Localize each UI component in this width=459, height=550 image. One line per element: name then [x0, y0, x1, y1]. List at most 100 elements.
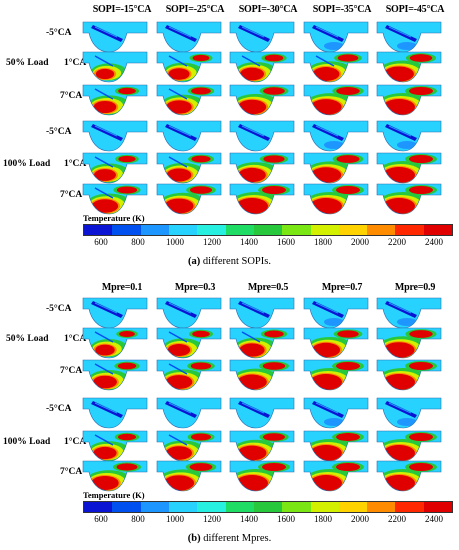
legend-swatch	[112, 502, 141, 512]
legend-swatch	[253, 502, 283, 512]
contour-panel	[376, 460, 442, 492]
legend-swatch	[310, 225, 339, 235]
contour-panel	[82, 84, 148, 116]
contour-panel	[376, 51, 442, 83]
row-label-time: 7°CA	[60, 91, 83, 101]
caption-text: different SOPIs.	[200, 256, 271, 267]
contour-panel	[229, 183, 295, 215]
contour-panel	[82, 51, 148, 83]
contour-panel	[82, 359, 148, 391]
legend-swatch	[367, 225, 396, 235]
legend-swatch	[84, 225, 113, 235]
legend-tick-label: 2200	[388, 514, 406, 524]
legend-swatch	[140, 502, 169, 512]
legend-tick-label: 1600	[277, 514, 295, 524]
legend-swatch	[367, 502, 396, 512]
column-header: SOPI=-25°CA	[165, 4, 225, 15]
contour-panel	[82, 297, 148, 329]
column-headers: SOPI=-15°CA SOPI=-25°CA SOPI=-30°CA SOPI…	[0, 4, 459, 20]
column-headers: Mpre=0.1 Mpre=0.3 Mpre=0.5 Mpre=0.7 Mpre…	[0, 282, 459, 298]
legend-swatch	[310, 502, 339, 512]
legend-tick-label: 1400	[240, 514, 258, 524]
row-label-load: 50% Load	[6, 58, 49, 68]
legend-tick-label: 600	[94, 237, 108, 247]
contour-panel	[303, 183, 369, 215]
color-bar	[83, 501, 453, 513]
legend-swatch	[225, 502, 254, 512]
legend-swatch	[282, 502, 311, 512]
contour-panel	[82, 327, 148, 359]
contour-panel	[229, 51, 295, 83]
legend-tick-label: 2200	[388, 237, 406, 247]
row-label-time: 1°CA	[64, 159, 87, 169]
contour-panel	[229, 359, 295, 391]
row-label-time: -5°CA	[46, 304, 72, 314]
legend-tick-label: 2000	[351, 514, 369, 524]
row-label-load: 100% Load	[3, 159, 51, 169]
contour-panel	[303, 397, 369, 429]
legend-tick-label: 1000	[166, 514, 184, 524]
legend-tick-label: 2400	[425, 514, 443, 524]
contour-panel	[82, 430, 148, 462]
contour-panel	[376, 297, 442, 329]
legend-swatch	[197, 225, 226, 235]
legend-tick-label: 1200	[203, 514, 221, 524]
contour-panel	[303, 120, 369, 152]
row-label-load: 100% Load	[3, 437, 51, 447]
contour-panel	[156, 51, 222, 83]
contour-panel	[156, 183, 222, 215]
caption-label: (b)	[187, 533, 201, 544]
legend-swatch	[140, 225, 169, 235]
contour-panel	[229, 460, 295, 492]
contour-panel	[82, 21, 148, 53]
caption-text: different Mpres.	[200, 533, 272, 544]
legend-tick-label: 1400	[240, 237, 258, 247]
contour-panel	[229, 120, 295, 152]
contour-panel	[156, 297, 222, 329]
contour-panel	[156, 327, 222, 359]
column-header: Mpre=0.9	[394, 282, 436, 293]
legend-tick-label: 1200	[203, 237, 221, 247]
column-header: SOPI=-15°CA	[92, 4, 152, 15]
contour-panel	[303, 51, 369, 83]
contour-panel	[376, 183, 442, 215]
legend-swatch	[112, 225, 141, 235]
contour-panel	[156, 120, 222, 152]
contour-panel	[229, 84, 295, 116]
row-label-time: 7°CA	[60, 366, 83, 376]
contour-panel	[82, 152, 148, 184]
legend-swatch	[253, 225, 283, 235]
figure-caption: (b) different Mpres.	[0, 533, 459, 544]
contour-panel	[303, 430, 369, 462]
contour-panel	[82, 120, 148, 152]
row-label-time: 1°CA	[64, 437, 87, 447]
contour-panel	[156, 460, 222, 492]
legend-swatch	[395, 502, 424, 512]
contour-panel	[229, 397, 295, 429]
contour-panel	[376, 397, 442, 429]
legend-swatch	[168, 225, 198, 235]
contour-panel	[156, 430, 222, 462]
legend-tick-label: 2000	[351, 237, 369, 247]
contour-panel	[229, 21, 295, 53]
row-label-time: 7°CA	[60, 190, 83, 200]
contour-panel	[303, 21, 369, 53]
column-header: Mpre=0.3	[174, 282, 216, 293]
contour-panel	[229, 152, 295, 184]
legend-swatch	[168, 502, 198, 512]
contour-panel	[156, 359, 222, 391]
legend-swatch	[423, 225, 453, 235]
legend-tick-label: 2400	[425, 237, 443, 247]
legend-title: Temperature (K)	[83, 213, 145, 223]
legend-tick-label: 800	[131, 237, 145, 247]
row-label-time: -5°CA	[46, 28, 72, 38]
contour-panel	[376, 84, 442, 116]
contour-panel	[82, 460, 148, 492]
figure-caption: (a) different SOPIs.	[0, 256, 459, 267]
legend-tick-label: 1600	[277, 237, 295, 247]
row-label-time: -5°CA	[46, 404, 72, 414]
contour-panel	[156, 397, 222, 429]
legend-tick-label: 800	[131, 514, 145, 524]
contour-panel	[376, 430, 442, 462]
row-label-time: 7°CA	[60, 467, 83, 477]
